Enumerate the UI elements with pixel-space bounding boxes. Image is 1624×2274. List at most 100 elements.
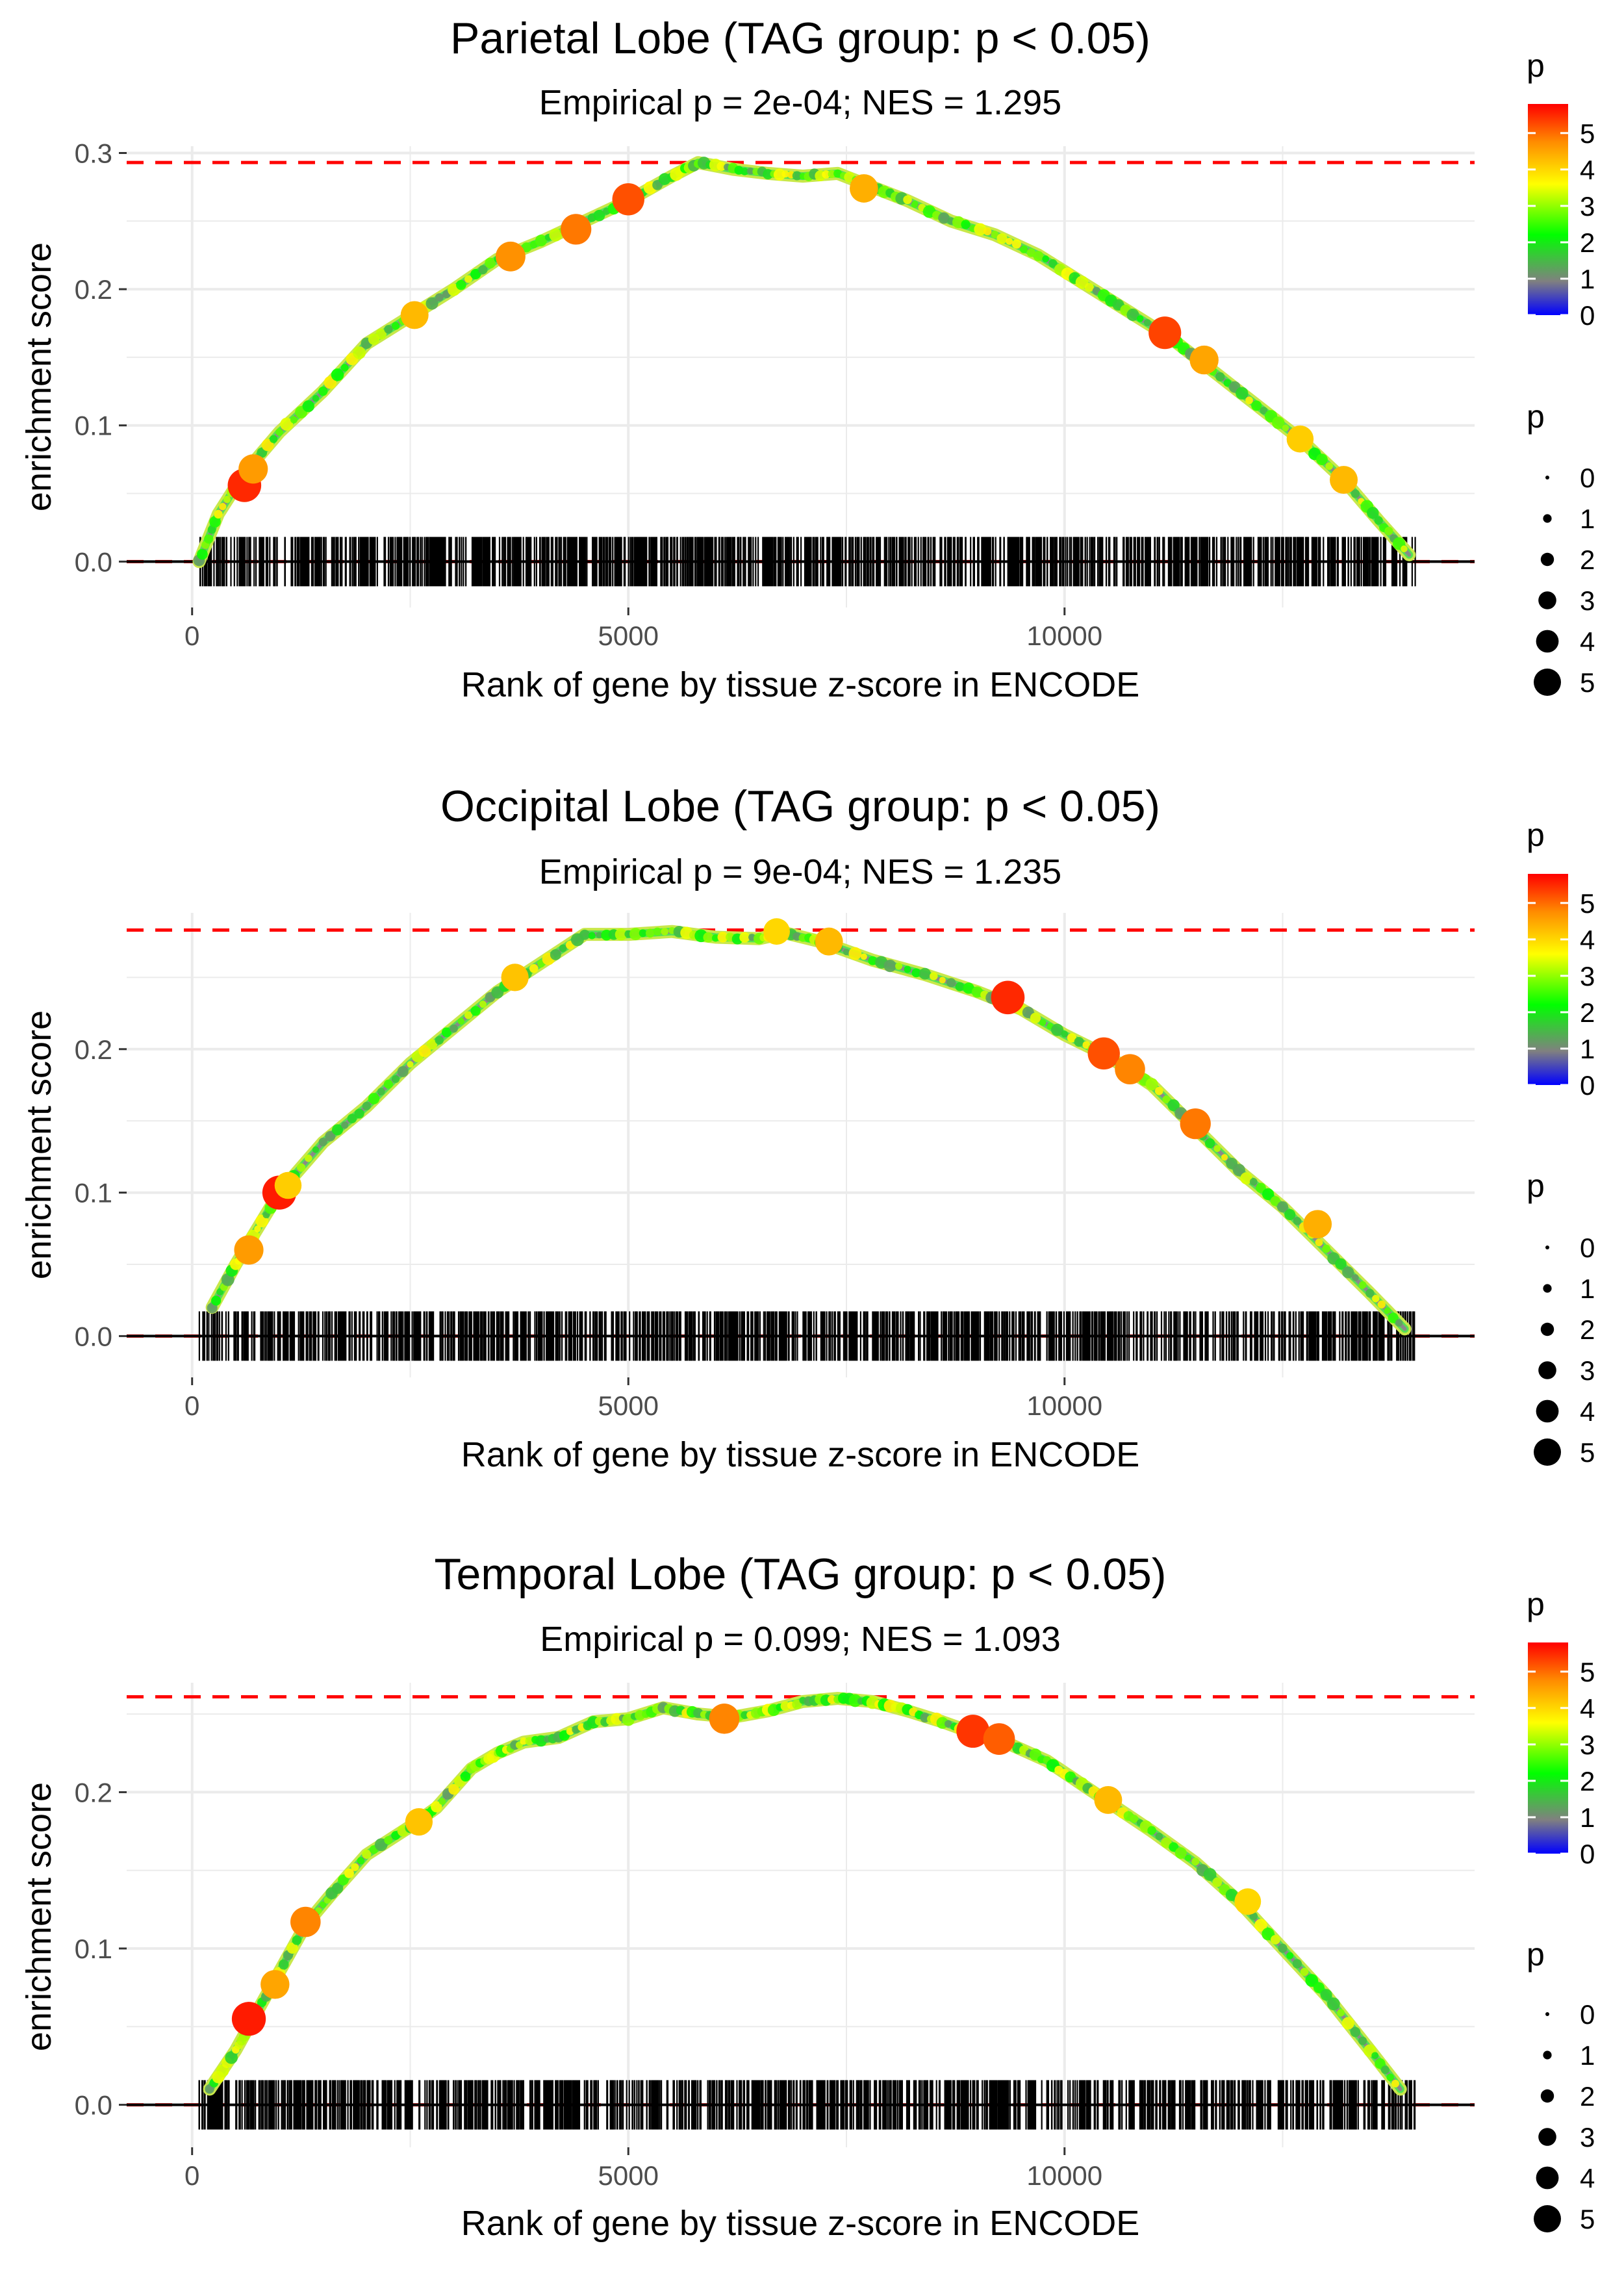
size-legend-dot <box>1543 1284 1552 1293</box>
curve-point <box>344 1868 354 1878</box>
x-tick-label: 0 <box>184 1390 199 1421</box>
size-legend-dots <box>1534 2012 1561 2232</box>
curve-point <box>485 257 496 269</box>
color-bar-ticks <box>1528 132 1568 316</box>
curve-point <box>357 1857 365 1865</box>
curve-point <box>739 932 750 943</box>
curve-point <box>1352 1274 1359 1281</box>
curve-point <box>639 929 647 938</box>
size-legend-title: p <box>1527 1168 1545 1204</box>
curve-point <box>939 977 946 984</box>
curve-point <box>1337 2009 1345 2017</box>
curve-point <box>1251 400 1262 411</box>
x-axis: 0 5000 10000 <box>184 1377 1102 1421</box>
curve-point <box>464 1011 473 1019</box>
x-tick-label: 0 <box>184 620 199 651</box>
curve-point <box>278 1959 289 1970</box>
curve-point <box>1167 1099 1180 1112</box>
x-tick-label: 0 <box>184 2160 199 2191</box>
curve-point <box>746 167 754 175</box>
curve-point <box>1037 1756 1045 1764</box>
curve-point <box>1342 1266 1354 1279</box>
curve-point <box>911 968 921 978</box>
size-legend-label: 4 <box>1580 2163 1595 2193</box>
x-tick-label: 5000 <box>598 620 659 651</box>
y-axis-label: enrichment score <box>19 1782 58 2051</box>
curve-point <box>827 1694 837 1704</box>
curve-point <box>521 242 532 253</box>
curve-point <box>450 1024 458 1033</box>
y-tick-label: 0.2 <box>75 1034 112 1065</box>
curve-point <box>318 1138 327 1147</box>
curve-point <box>351 1863 359 1871</box>
curve-point <box>441 1027 451 1038</box>
curve-point <box>661 928 668 936</box>
curve-point <box>904 965 911 973</box>
highlight-point <box>1286 425 1314 453</box>
size-legend-label: 5 <box>1580 1437 1595 1468</box>
curve-point <box>653 927 662 936</box>
size-legend-label: 3 <box>1580 2122 1595 2153</box>
size-legend-dot <box>1538 1361 1556 1379</box>
highlight-point <box>290 1906 321 1937</box>
curve-point <box>448 1783 459 1795</box>
color-legend-title: p <box>1527 817 1545 853</box>
curve-point <box>1225 1889 1238 1901</box>
color-legend-tick: 5 <box>1580 118 1595 149</box>
curve-point <box>1358 1281 1367 1289</box>
curve-point <box>325 1131 336 1142</box>
plot-background <box>127 913 1475 1377</box>
x-tick-label: 10000 <box>1026 620 1102 651</box>
curve-point <box>1371 2052 1379 2060</box>
size-legend-dot <box>1536 1399 1559 1423</box>
curve-point <box>392 322 400 330</box>
curve-point <box>331 1882 344 1895</box>
curve-point <box>312 1146 320 1153</box>
highlight-point <box>260 1970 290 1999</box>
curve-point <box>261 439 274 452</box>
curve-point <box>741 1711 749 1719</box>
curve-point <box>1395 1319 1403 1327</box>
curve-point <box>1191 1858 1200 1866</box>
size-legend-label: 0 <box>1580 1233 1595 1263</box>
curve-point <box>1174 1847 1187 1859</box>
size-legend-dot <box>1534 1438 1561 1466</box>
size-legend-dot <box>1534 2205 1561 2232</box>
curve-point <box>470 1006 481 1016</box>
curve-point <box>418 1045 431 1058</box>
curve-point <box>1130 1815 1139 1823</box>
curve-point <box>1162 1095 1171 1104</box>
curve-point <box>559 944 567 952</box>
curve-point <box>550 949 561 960</box>
highlight-points <box>234 918 1332 1265</box>
size-legend-dot <box>1540 1322 1554 1336</box>
size-legend-dot <box>1545 476 1549 479</box>
curve-point <box>1386 2073 1394 2082</box>
curve-point <box>1030 1012 1041 1023</box>
curve-point <box>362 1101 371 1110</box>
curve-point <box>1384 526 1393 535</box>
x-tick-label: 5000 <box>598 1390 659 1421</box>
curve-point <box>275 428 283 436</box>
curve-point <box>991 231 999 238</box>
curve-point <box>1240 1172 1252 1184</box>
color-legend-tick: 4 <box>1580 1693 1595 1724</box>
curve-point <box>353 346 366 359</box>
y-tick-label: 0.1 <box>75 1934 112 1964</box>
curve-point <box>435 293 444 302</box>
color-bar-ticks <box>1528 1670 1568 1855</box>
curve-point <box>407 1061 414 1068</box>
panel-title: Temporal Lobe (TAG group: p < 0.05) <box>434 1550 1166 1599</box>
curve-point <box>431 1801 442 1813</box>
curve-point <box>971 986 983 998</box>
highlight-point <box>238 454 268 484</box>
curve-point <box>392 1075 400 1083</box>
y-tick-label: 0.0 <box>75 546 112 577</box>
highlight-points <box>231 1704 1262 2036</box>
curve-point <box>254 1225 261 1233</box>
curve-point <box>286 1942 298 1954</box>
curve-point <box>460 1771 471 1782</box>
curve-point <box>312 394 320 402</box>
x-axis: 0 5000 10000 <box>184 2147 1102 2191</box>
color-legend-tick: 3 <box>1580 191 1595 222</box>
